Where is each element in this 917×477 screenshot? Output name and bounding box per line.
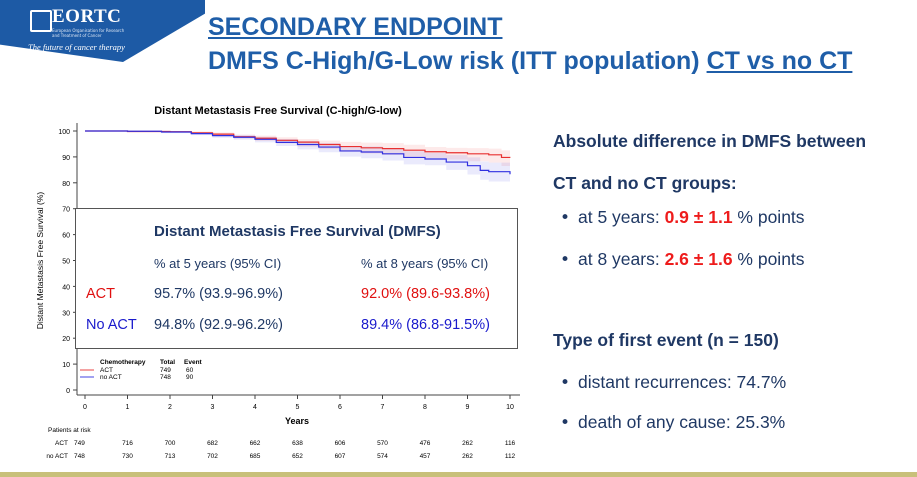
y-tick-label: 70 xyxy=(62,207,70,214)
legend-total: 749 xyxy=(160,367,171,374)
diff-suffix: % points xyxy=(732,249,805,269)
at-risk-value: 713 xyxy=(165,453,176,460)
row-label-act: ACT xyxy=(86,286,115,302)
y-axis-label: Distant Metastasis Free Survival (%) xyxy=(35,192,45,330)
at-risk-value: 116 xyxy=(505,440,516,447)
at-risk-value: 112 xyxy=(505,453,516,460)
at-risk-value: 749 xyxy=(74,440,85,447)
diff-prefix: at 5 years: xyxy=(578,207,665,227)
subtitle-prefix: DMFS C-High/G-Low risk (ITT population) xyxy=(208,47,700,75)
at-risk-value: 606 xyxy=(335,440,346,447)
event-distant: distant recurrences: 74.7% xyxy=(578,372,787,392)
x-tick-label: 2 xyxy=(168,404,172,411)
table-heading: Distant Metastasis Free Survival (DMFS) xyxy=(154,223,441,240)
legend-total: 748 xyxy=(160,374,171,381)
diff-heading-1: Absolute difference in DMFS between xyxy=(553,131,867,151)
logo-subtitle: European Organisation for Research and T… xyxy=(52,28,125,38)
x-tick-label: 10 xyxy=(506,404,514,411)
x-tick-label: 0 xyxy=(83,404,87,411)
diff-prefix: at 8 years: xyxy=(578,249,665,269)
survival-curve-no-act xyxy=(85,130,511,175)
at-risk-value: 607 xyxy=(335,453,346,460)
at-risk-value: 685 xyxy=(250,453,261,460)
x-tick-label: 1 xyxy=(126,404,130,411)
row-label-noact: No ACT xyxy=(86,317,137,333)
at-risk-value: 638 xyxy=(292,440,303,447)
at-risk-value: 457 xyxy=(420,453,431,460)
legend-header: Total xyxy=(160,359,175,366)
diff-heading-2: CT and no CT groups: xyxy=(553,173,737,193)
legend-header: Event xyxy=(184,359,203,366)
legend-entry: ACT xyxy=(100,367,113,374)
ci-band-no-act xyxy=(85,131,510,185)
chart-title: Distant Metastasis Free Survival (C-high… xyxy=(154,105,402,117)
y-tick-label: 0 xyxy=(66,388,70,395)
x-tick-label: 3 xyxy=(211,404,215,411)
at-risk-row-label: ACT xyxy=(55,440,68,447)
diff-5y: at 5 years: 0.9 ± 1.1 % points xyxy=(578,207,805,228)
act-5y: 95.7% (93.9-96.9%) xyxy=(154,286,283,302)
x-tick-label: 9 xyxy=(466,404,470,411)
slide-title: SECONDARY ENDPOINT xyxy=(208,13,503,41)
at-risk-value: 262 xyxy=(462,453,473,460)
survival-curve-act xyxy=(85,130,511,159)
event-death: death of any cause: 25.3% xyxy=(578,412,786,432)
legend-event: 90 xyxy=(186,374,194,381)
noact-5y: 94.8% (92.9-96.2%) xyxy=(154,317,283,333)
noact-8y: 89.4% (86.8-91.5%) xyxy=(361,317,490,333)
slide-subtitle: DMFS C-High/G-Low risk (ITT population) … xyxy=(208,46,852,76)
eortc-logo-icon xyxy=(30,10,52,32)
events-heading: Type of first event (n = 150) xyxy=(553,330,779,350)
x-axis-label: Years xyxy=(285,416,309,426)
logo-name: EORTC xyxy=(52,6,122,27)
legend-header: Chemotherapy xyxy=(100,359,146,366)
x-tick-label: 8 xyxy=(423,404,427,411)
dmfs-summary-table: Distant Metastasis Free Survival (DMFS) … xyxy=(75,208,518,349)
act-8y: 92.0% (89.6-93.8%) xyxy=(361,286,490,302)
at-risk-row-label: no ACT xyxy=(46,453,68,460)
x-tick-label: 7 xyxy=(381,404,385,411)
x-tick-label: 4 xyxy=(253,404,257,411)
diff-value: 0.9 ± 1.1 xyxy=(664,207,733,227)
x-tick-label: 6 xyxy=(338,404,342,411)
at-risk-value: 730 xyxy=(122,453,133,460)
legend-event: 60 xyxy=(186,367,194,374)
at-risk-value: 476 xyxy=(420,440,431,447)
diff-8y: at 8 years: 2.6 ± 1.6 % points xyxy=(578,249,805,270)
footer-bar xyxy=(0,472,917,477)
y-tick-label: 20 xyxy=(62,336,70,343)
y-tick-label: 10 xyxy=(62,362,70,369)
at-risk-value: 682 xyxy=(207,440,218,447)
bullet: • xyxy=(560,373,571,393)
at-risk-value: 748 xyxy=(74,453,85,460)
at-risk-value: 662 xyxy=(250,440,261,447)
logo-tagline: The future of cancer therapy xyxy=(28,42,125,52)
col-5y-header: % at 5 years (95% CI) xyxy=(154,256,282,271)
diff-suffix: % points xyxy=(732,207,805,227)
at-risk-value: 700 xyxy=(165,440,176,447)
at-risk-value: 716 xyxy=(122,440,133,447)
y-tick-label: 80 xyxy=(62,181,70,188)
x-tick-label: 5 xyxy=(296,404,300,411)
legend-entry: no ACT xyxy=(100,374,122,381)
at-risk-value: 702 xyxy=(207,453,218,460)
at-risk-label: Patients at risk xyxy=(48,427,91,434)
y-tick-label: 60 xyxy=(62,233,70,240)
diff-value: 2.6 ± 1.6 xyxy=(664,249,733,269)
at-risk-value: 652 xyxy=(292,453,303,460)
ci-band-act xyxy=(85,131,510,167)
at-risk-value: 570 xyxy=(377,440,388,447)
y-tick-label: 100 xyxy=(58,129,70,136)
y-tick-label: 40 xyxy=(62,284,70,291)
bullet: • xyxy=(560,208,571,228)
y-tick-label: 90 xyxy=(62,155,70,162)
col-8y-header: % at 8 years (95% CI) xyxy=(361,256,489,271)
at-risk-value: 574 xyxy=(377,453,388,460)
bullet: • xyxy=(560,413,571,433)
at-risk-value: 262 xyxy=(462,440,473,447)
y-tick-label: 50 xyxy=(62,259,70,266)
bullet: • xyxy=(560,250,571,270)
y-tick-label: 30 xyxy=(62,310,70,317)
subtitle-comparison: CT vs no CT xyxy=(706,47,853,75)
